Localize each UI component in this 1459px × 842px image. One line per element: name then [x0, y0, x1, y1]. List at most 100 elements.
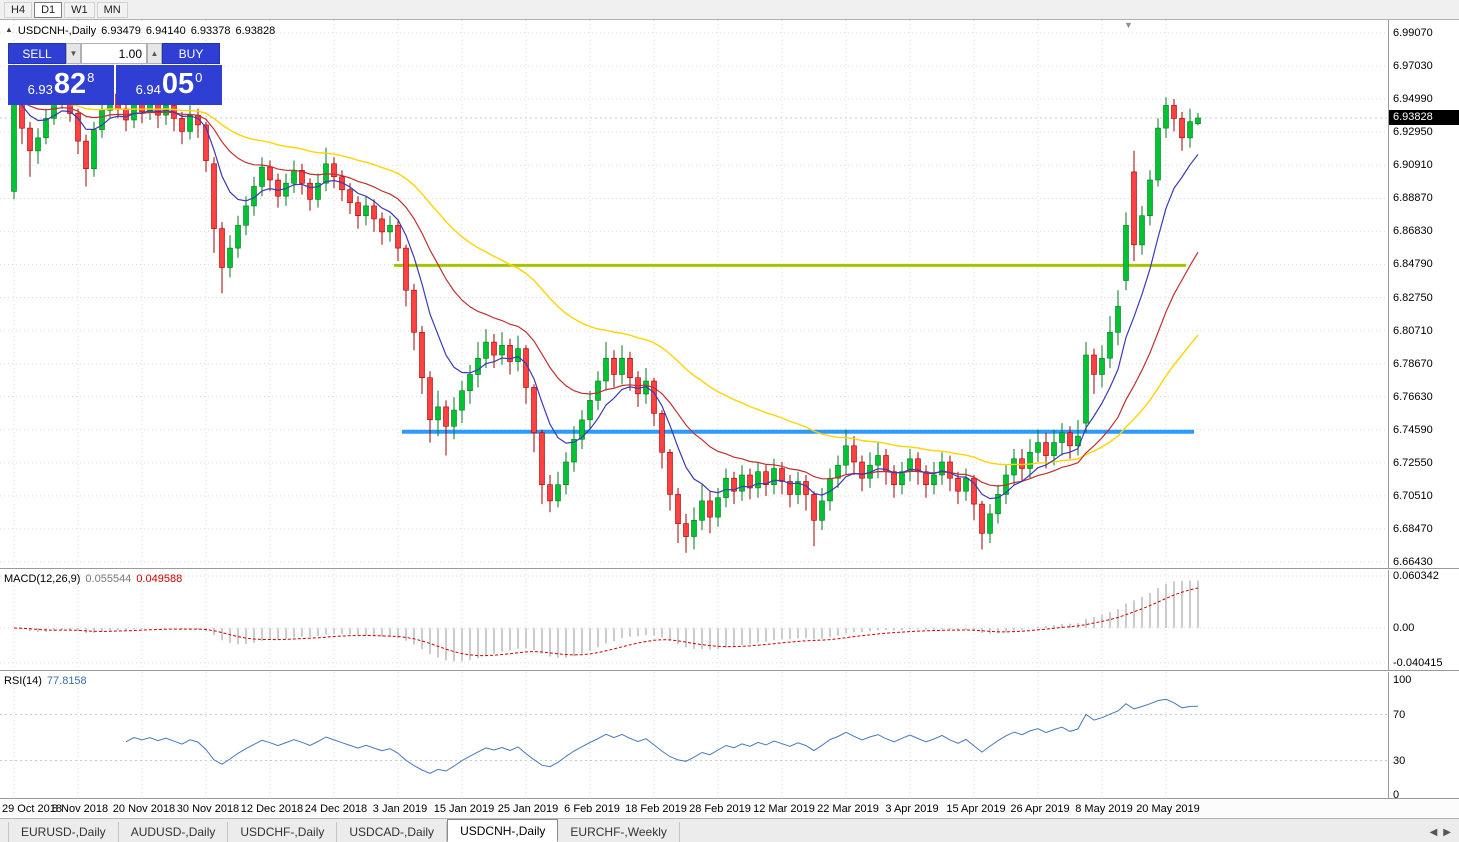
rsi-axis-label: 30 — [1393, 754, 1406, 767]
buy-price-big: 05 — [161, 68, 195, 100]
price-axis-label: 6.74590 — [1393, 423, 1433, 436]
date-axis-label: 8 Nov 2018 — [51, 803, 109, 815]
chart-shift-marker-icon[interactable]: ▼ — [1124, 20, 1133, 30]
date-axis-label: 15 Jan 2019 — [433, 803, 495, 815]
macd-gridlines — [0, 570, 1388, 670]
price-axis-label: 6.84790 — [1393, 258, 1433, 271]
price-axis-label: 6.70510 — [1393, 489, 1433, 502]
collapse-panel-icon[interactable]: ▲ — [5, 25, 13, 34]
tab-audusd-daily[interactable]: AUDUSD-,Daily — [119, 822, 229, 842]
moving-averages — [13, 98, 1199, 500]
price-axis-label: 6.90910 — [1393, 159, 1433, 172]
macd-name: MACD(12,26,9) — [4, 573, 81, 585]
date-axis-label: 3 Jan 2019 — [372, 803, 428, 815]
sell-price-big: 82 — [53, 68, 87, 100]
ohlc-high: 6.94140 — [145, 25, 186, 37]
macd-axis-label: 0.060342 — [1393, 570, 1439, 582]
timeframe-toolbar: H4 D1 W1 MN — [0, 0, 1459, 20]
date-axis-label: 12 Dec 2018 — [240, 803, 304, 815]
price-axis-label: 6.80710 — [1393, 324, 1433, 337]
ohlc-open: 6.93479 — [101, 25, 141, 37]
date-axis-label: 20 Nov 2018 — [112, 803, 176, 815]
chart-tab-bar: EURUSD-,Daily AUDUSD-,Daily USDCHF-,Dail… — [0, 818, 1459, 842]
buy-button[interactable]: BUY — [162, 43, 220, 64]
ohlc-low: 6.93378 — [190, 25, 231, 37]
symbol-ohlc-header: ▲ USDCNH-,Daily 6.93479 6.94140 6.93378 6.938… — [5, 25, 280, 37]
date-axis-label: 8 May 2019 — [1075, 803, 1133, 815]
sell-button[interactable]: SELL — [8, 43, 66, 64]
macd-indicator-label: MACD(12,26,9) 0.055544 0.049588 — [4, 573, 187, 585]
timeframe-button-h4[interactable]: H4 — [4, 1, 33, 18]
price-axis-label: 6.72550 — [1393, 456, 1433, 469]
panel-separator[interactable] — [0, 670, 1459, 672]
price-axis-label: 6.76630 — [1393, 390, 1433, 403]
macd-axis-label: 0.00 — [1393, 622, 1415, 634]
tab-eurusd-daily[interactable]: EURUSD-,Daily — [8, 822, 119, 842]
date-axis-label: 28 Feb 2019 — [689, 803, 751, 815]
date-axis[interactable]: 29 Oct 2018 8 Nov 2018 20 Nov 2018 30 Nov 2… — [0, 798, 1459, 818]
date-axis-label: 24 Dec 2018 — [304, 803, 368, 815]
date-axis-label: 26 Apr 2019 — [1010, 803, 1070, 815]
buy-price-prefix: 6.94 — [135, 82, 161, 97]
sell-price-button[interactable]: 6.93 82 8 — [8, 65, 114, 105]
volume-increase-icon[interactable]: ▲ — [147, 43, 162, 64]
date-axis-label: 22 Mar 2019 — [817, 803, 879, 815]
date-axis-label: 18 Feb 2019 — [625, 803, 687, 815]
rsi-axis-label: 0 — [1393, 789, 1400, 801]
tab-usdcnh-daily[interactable]: USDCNH-,Daily — [447, 819, 559, 842]
rsi-line — [125, 698, 1199, 774]
price-axis[interactable]: 6.99070 6.97030 6.94990 6.92950 6.90910 6.888… — [1388, 20, 1459, 801]
macd-histogram — [21, 580, 1199, 662]
tab-scroll-right-icon[interactable]: ▶ — [1443, 827, 1451, 838]
sell-price-sup: 8 — [87, 70, 95, 85]
rsi-indicator-label: RSI(14) 77.8158 — [4, 675, 92, 687]
tab-usdchf-daily[interactable]: USDCHF-,Daily — [228, 822, 338, 842]
date-axis-label: 3 Apr 2019 — [885, 803, 939, 815]
volume-input[interactable]: 1.00 — [81, 43, 147, 64]
ohlc-close: 6.93828 — [235, 25, 276, 37]
macd-main-value: 0.055544 — [85, 573, 132, 585]
date-axis-label: 25 Jan 2019 — [497, 803, 559, 815]
macd-axis-label: -0.040415 — [1393, 656, 1443, 669]
rsi-axis-label: 100 — [1393, 674, 1412, 686]
date-axis-label: 30 Nov 2018 — [176, 803, 240, 815]
date-axis-label: 20 May 2019 — [1136, 803, 1200, 815]
tab-usdcad-daily[interactable]: USDCAD-,Daily — [337, 822, 448, 842]
macd-signal-line — [13, 587, 1199, 657]
tab-scroll-left-icon[interactable]: ◀ — [1429, 827, 1438, 838]
symbol-title: USDCNH-,Daily — [17, 25, 97, 37]
current-price-tag: 6.93828 — [1389, 110, 1459, 126]
rsi-value: 77.8158 — [46, 675, 87, 687]
price-axis-label: 6.99070 — [1393, 27, 1433, 39]
timeframe-button-w1[interactable]: W1 — [64, 1, 95, 18]
timeframe-button-mn[interactable]: MN — [96, 1, 128, 18]
macd-signal-value: 0.049588 — [136, 573, 183, 585]
volume-decrease-icon[interactable]: ▼ — [66, 43, 81, 64]
macd-panel[interactable] — [0, 570, 1388, 670]
date-axis-label: 15 Apr 2019 — [946, 803, 1006, 815]
sell-price-prefix: 6.93 — [27, 82, 53, 97]
price-axis-label: 6.66430 — [1393, 556, 1433, 568]
price-axis-label: 6.92950 — [1393, 126, 1433, 139]
rsi-axis-label: 70 — [1393, 708, 1406, 721]
price-axis-label: 6.82750 — [1393, 291, 1433, 304]
price-axis-label: 6.86830 — [1393, 225, 1433, 238]
date-axis-label: 29 Oct 2018 — [2, 803, 62, 815]
tab-eurchf-weekly[interactable]: EURCHF-,Weekly — [558, 822, 680, 842]
date-axis-label: 12 Mar 2019 — [753, 803, 815, 815]
rsi-panel[interactable] — [0, 672, 1388, 798]
rsi-gridlines — [0, 672, 1388, 798]
timeframe-button-d1[interactable]: D1 — [34, 1, 63, 18]
one-click-trading-panel: SELL ▼ 1.00 ▲ BUY 6.93 82 8 6.94 05 0 — [8, 43, 222, 105]
main-chart[interactable] — [0, 20, 1388, 568]
price-axis-label: 6.88870 — [1393, 192, 1433, 205]
panel-separator[interactable] — [0, 568, 1459, 570]
buy-price-button[interactable]: 6.94 05 0 — [116, 65, 222, 105]
price-axis-label: 6.78670 — [1393, 357, 1433, 370]
buy-price-sup: 0 — [195, 70, 203, 85]
price-axis-label: 6.94990 — [1393, 93, 1433, 106]
rsi-name: RSI(14) — [4, 675, 42, 687]
candles — [11, 82, 1201, 553]
date-axis-label: 6 Feb 2019 — [564, 803, 620, 815]
price-axis-label: 6.97030 — [1393, 60, 1433, 73]
